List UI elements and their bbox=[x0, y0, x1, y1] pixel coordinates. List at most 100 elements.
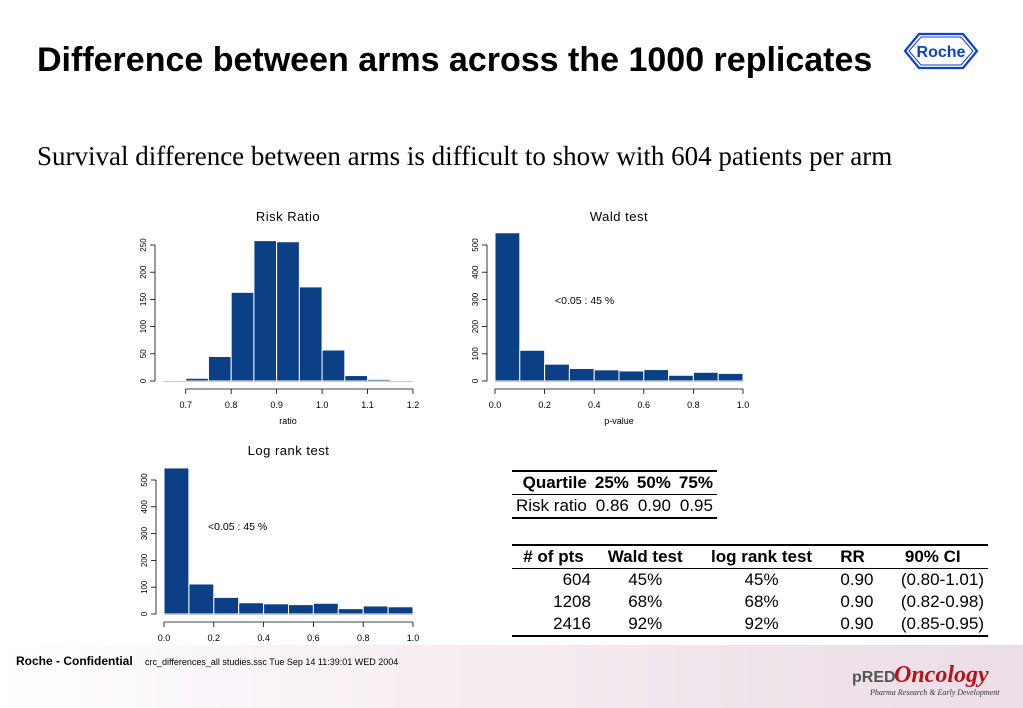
roche-logo: Roche bbox=[903, 32, 979, 70]
y-tick-label: 300 bbox=[471, 292, 480, 306]
logrank-cell: 68% bbox=[744, 592, 779, 611]
y-tick-label: 200 bbox=[140, 553, 149, 567]
y-tick-label: 0 bbox=[139, 378, 148, 383]
q25-header: 25% bbox=[590, 471, 633, 495]
q75-header: 75% bbox=[674, 471, 717, 495]
y-tick-label: 200 bbox=[471, 319, 480, 333]
wald-cell: 45% bbox=[628, 570, 663, 589]
histogram-bar bbox=[263, 603, 290, 615]
histogram-bar bbox=[519, 349, 546, 382]
table-row: 604 45% 45% 0.90 (0.80-1.01) bbox=[512, 569, 988, 592]
brand-tagline: Pharma Research & Early Development bbox=[869, 688, 1000, 697]
ci-cell: (0.80-1.01) bbox=[900, 570, 984, 589]
histogram-bar bbox=[298, 286, 323, 382]
table-row: 1208 68% 68% 0.90 (0.82-0.98) bbox=[512, 591, 988, 613]
histogram-bar bbox=[238, 602, 265, 615]
significance-annotation: <0.05 : 45 % bbox=[208, 521, 267, 533]
brand-prefix: pRED bbox=[852, 669, 896, 686]
histogram-bar bbox=[643, 369, 670, 382]
power-table: # of pts Wald test log rank test RR 90% … bbox=[512, 544, 988, 637]
histogram-bar bbox=[312, 602, 339, 615]
y-tick-label: 400 bbox=[140, 500, 149, 514]
q75-value: 0.95 bbox=[679, 496, 713, 515]
x-tick-label: 0.2 bbox=[538, 400, 551, 410]
x-tick-label: 0.8 bbox=[357, 633, 370, 643]
log-rank-test-histogram: Log rank test 0.0 0.2 0.4 0.6 0.8 1.0 0 100 200 30… bbox=[140, 443, 420, 660]
x-tick-label: 0.6 bbox=[307, 633, 320, 643]
histogram-bar bbox=[692, 371, 719, 382]
y-tick-label: 100 bbox=[471, 347, 480, 361]
brand-name: Oncology bbox=[894, 662, 989, 688]
significance-annotation: <0.05 : 45 % bbox=[555, 295, 614, 307]
wald-header: Wald test bbox=[594, 545, 696, 569]
y-tick-label: 400 bbox=[471, 265, 480, 279]
histogram-bar bbox=[213, 596, 240, 615]
y-tick-label: 150 bbox=[139, 292, 148, 306]
rr-cell: 0.90 bbox=[840, 614, 874, 633]
histogram-bar bbox=[668, 374, 694, 382]
histogram-bar bbox=[568, 367, 595, 382]
logrank-cell: 45% bbox=[744, 570, 779, 589]
pts-cell: 1208 bbox=[553, 592, 591, 611]
x-tick-label: 1.0 bbox=[407, 633, 420, 643]
logo-text: Roche bbox=[917, 44, 966, 61]
x-tick-label: 0.4 bbox=[257, 633, 270, 643]
histogram-bar bbox=[188, 583, 215, 615]
y-tick-label: 250 bbox=[139, 238, 148, 252]
rr-cell: 0.90 bbox=[840, 592, 874, 611]
x-tick-label: 0.0 bbox=[489, 400, 502, 410]
q50-value: 0.90 bbox=[637, 496, 671, 515]
histogram-bar bbox=[337, 608, 364, 615]
histogram-bar bbox=[344, 375, 369, 382]
histogram-bar bbox=[207, 356, 232, 382]
x-tick-label: 0.9 bbox=[270, 400, 283, 410]
y-tick-label: 50 bbox=[139, 349, 148, 358]
histogram-bar bbox=[163, 467, 190, 615]
histogram-bar bbox=[618, 370, 645, 382]
histogram-bar bbox=[253, 240, 278, 382]
x-tick-label: 0.2 bbox=[208, 633, 221, 643]
chart-title: Wald test bbox=[590, 209, 648, 224]
x-tick-label: 0.4 bbox=[588, 400, 601, 410]
table-row: 2416 92% 92% 0.90 (0.85-0.95) bbox=[512, 613, 988, 636]
y-tick-label: 100 bbox=[140, 580, 149, 594]
pts-cell: 604 bbox=[562, 570, 591, 589]
ci-header: 90% CI bbox=[877, 545, 988, 569]
source-filename: crc_differences_all studies.ssc Tue Sep … bbox=[145, 657, 399, 667]
x-axis-label: ratio bbox=[279, 416, 297, 426]
y-tick-label: 200 bbox=[139, 265, 148, 279]
logrank-header: log rank test bbox=[695, 545, 828, 569]
logrank-cell: 92% bbox=[744, 614, 779, 633]
ci-cell: (0.82-0.98) bbox=[900, 592, 984, 611]
histogram-bar bbox=[276, 241, 300, 382]
risk-ratio-label: Risk ratio bbox=[516, 496, 587, 515]
pts-cell: 2416 bbox=[553, 614, 591, 633]
y-tick-label: 0 bbox=[140, 611, 149, 616]
histogram-bar bbox=[185, 377, 209, 382]
page-title: Difference between arms across the 1000 … bbox=[37, 41, 873, 79]
y-tick-label: 300 bbox=[140, 526, 149, 540]
wald-cell: 68% bbox=[628, 592, 663, 611]
pred-oncology-logo: pRED Oncology Pharma Research & Early De… bbox=[852, 662, 1000, 697]
histogram-bar bbox=[230, 291, 255, 382]
x-tick-label: 0.7 bbox=[179, 400, 192, 410]
risk-ratio-histogram: Risk Ratio 0.7 0.8 0.9 1.0 1.1 1.2 0 50 100 150 200… bbox=[139, 209, 419, 426]
x-tick-label: 1.1 bbox=[361, 400, 374, 410]
histogram-bar bbox=[387, 606, 414, 615]
ci-cell: (0.85-0.95) bbox=[900, 614, 984, 633]
confidential-label: Roche - Confidential bbox=[16, 654, 133, 668]
x-tick-label: 1.0 bbox=[737, 400, 750, 410]
wald-cell: 92% bbox=[628, 614, 663, 633]
footer-band bbox=[0, 645, 1023, 708]
x-tick-label: 1.0 bbox=[316, 400, 329, 410]
q50-header: 50% bbox=[632, 471, 675, 495]
y-tick-label: 500 bbox=[140, 473, 149, 487]
quartile-table: Quartile 25% 50% 75% Risk ratio 0.86 0.9… bbox=[512, 470, 717, 519]
y-tick-label: 100 bbox=[139, 319, 148, 333]
histogram-bar bbox=[321, 349, 346, 382]
x-tick-label: 0.8 bbox=[225, 400, 238, 410]
y-tick-label: 0 bbox=[471, 378, 480, 383]
histogram-bar bbox=[494, 232, 521, 382]
y-tick-label: 500 bbox=[471, 238, 480, 252]
x-axis-label: p-value bbox=[604, 416, 634, 426]
